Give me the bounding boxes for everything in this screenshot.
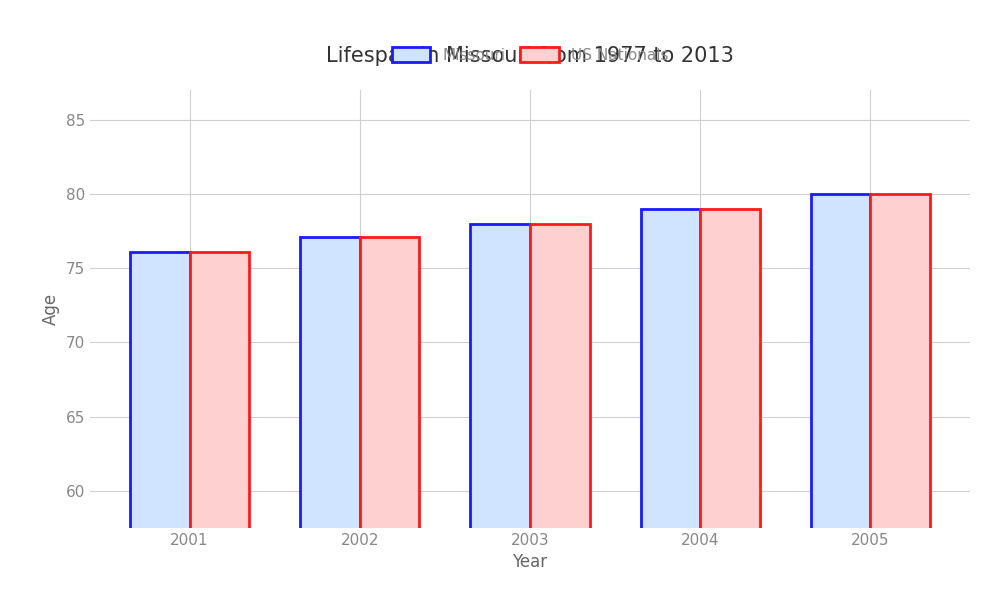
Bar: [641, 209, 700, 600]
Bar: [700, 209, 760, 600]
X-axis label: Year: Year: [512, 553, 548, 571]
Bar: [190, 252, 249, 600]
Bar: [530, 224, 590, 600]
Bar: [300, 237, 360, 600]
Bar: [130, 252, 190, 600]
Bar: [811, 194, 870, 600]
Bar: [470, 224, 530, 600]
Y-axis label: Age: Age: [42, 293, 60, 325]
Title: Lifespan in Missouri from 1977 to 2013: Lifespan in Missouri from 1977 to 2013: [326, 46, 734, 66]
Legend: Missouri, US Nationals: Missouri, US Nationals: [386, 41, 674, 69]
Bar: [870, 194, 930, 600]
Bar: [360, 237, 419, 600]
